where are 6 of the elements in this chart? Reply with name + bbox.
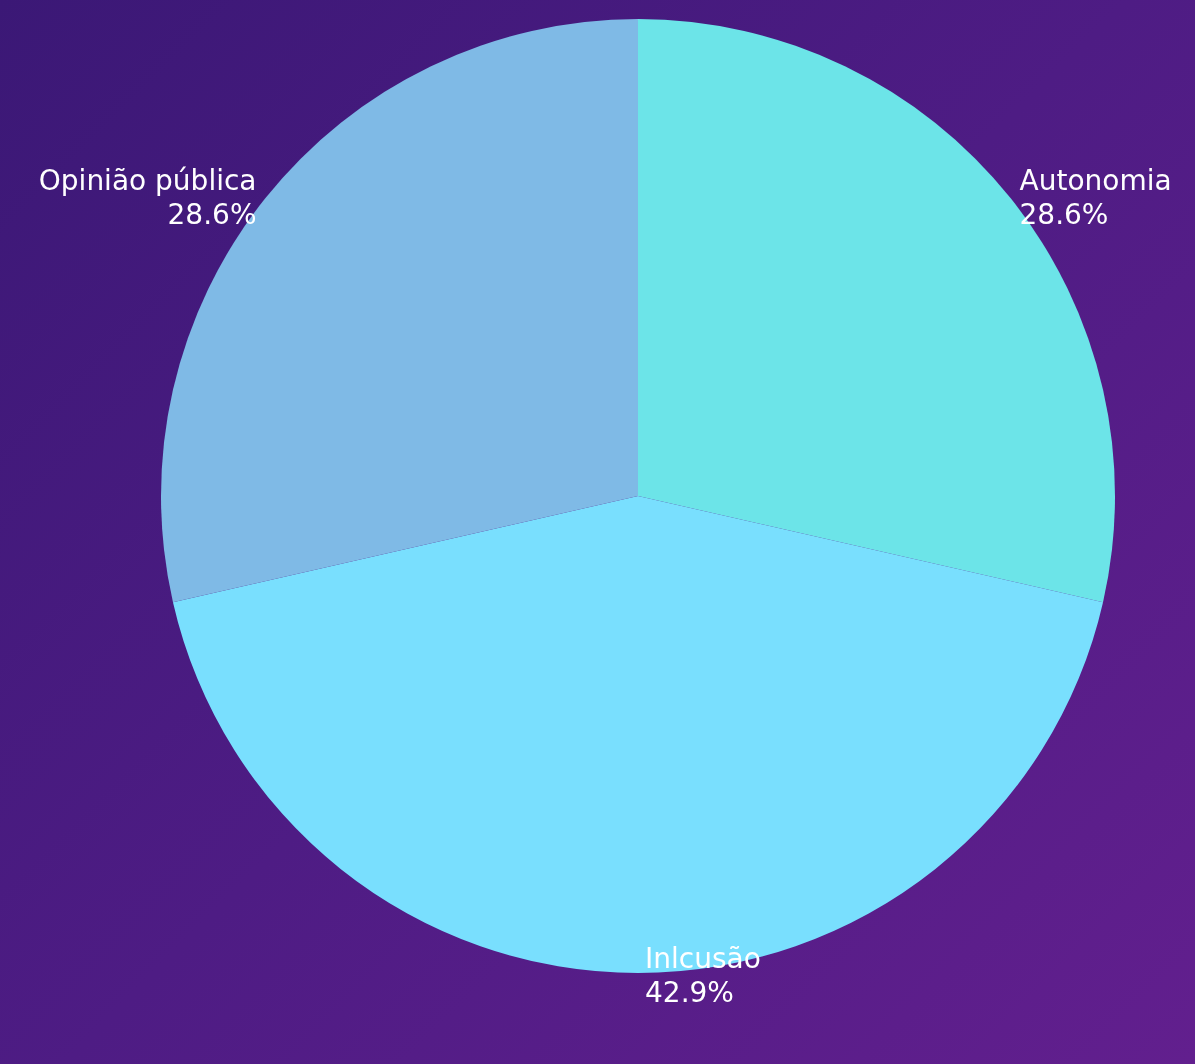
slice-label: Opinião pública [38, 163, 257, 197]
data-label: 28.6% [1019, 197, 1109, 231]
slice-label: Inlcusão [645, 941, 761, 975]
data-label: 28.6% [167, 197, 257, 231]
slice-label: Autonomia [1019, 163, 1172, 197]
data-label: 42.9% [645, 975, 734, 1009]
